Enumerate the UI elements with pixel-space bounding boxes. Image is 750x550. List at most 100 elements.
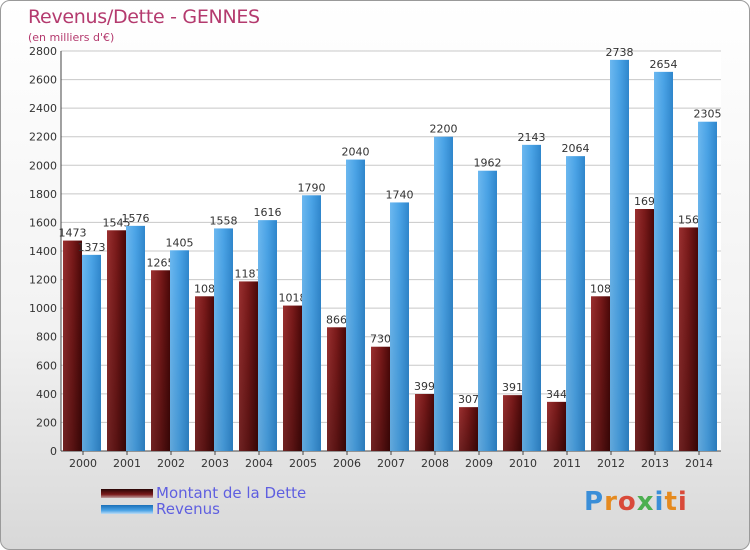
x-tick-label: 2008 [421,457,449,470]
x-tick-label: 2005 [289,457,317,470]
bar-shade [107,230,126,451]
logo-letter: P [584,487,605,517]
bar-shade [390,202,409,451]
data-label: 2143 [518,131,546,144]
chart-subtitle: (en milliers d'€) [28,31,115,44]
bar-shade [654,71,673,451]
data-label: 399 [414,380,435,393]
y-tick-label: 600 [36,359,57,372]
bar-shade [302,195,321,451]
bar-shade [371,346,390,451]
x-tick-label: 2013 [641,457,669,470]
data-label: 108 [194,282,215,295]
data-label: 1790 [298,181,326,194]
x-tick-label: 2003 [201,457,229,470]
data-label: 108 [590,282,611,295]
bar-shade [459,407,478,451]
bar-shade [151,270,170,451]
logo-letter: x [636,487,655,517]
y-tick-label: 1000 [29,302,57,315]
bar-shade [566,156,585,451]
chart-title: Revenus/Dette - GENNES [28,6,260,28]
x-tick-label: 2010 [509,457,537,470]
data-label: 344 [546,388,567,401]
data-label: 730 [370,333,391,346]
y-tick-label: 1800 [29,188,57,201]
y-tick-label: 400 [36,388,57,401]
y-tick-label: 2200 [29,131,57,144]
y-tick-label: 2000 [29,159,57,172]
data-label: 1962 [474,157,502,170]
bar-shade [478,170,497,451]
data-label: 2040 [342,146,370,159]
bar-shade [195,296,214,451]
y-tick-label: 2600 [29,74,57,87]
data-label: 1265 [147,256,175,269]
bar-shade [591,296,610,451]
bar-shade [434,136,453,451]
x-tick-label: 2009 [465,457,493,470]
legend-swatch-debt [101,489,153,498]
bar-shade [610,59,629,451]
logo-letter: t [664,487,678,517]
data-label: 2654 [650,58,678,71]
bar-shade [258,220,277,451]
logo-letter: o [617,487,637,517]
x-tick-label: 2001 [113,457,141,470]
y-tick-label: 200 [36,416,57,429]
bar-shade [327,327,346,451]
x-tick-label: 2011 [553,457,581,470]
bar-shade [170,250,189,451]
logo-letter: i [654,487,665,517]
data-label: 391 [502,381,523,394]
bar-shade [214,228,233,451]
logo-letter: i [677,487,688,517]
x-tick-label: 2004 [245,457,273,470]
bar-shade [239,281,258,451]
data-label: 169 [634,195,655,208]
data-label: 1558 [210,214,238,227]
data-label: 1373 [78,241,106,254]
x-tick-label: 2000 [69,457,97,470]
bar-shade [679,227,698,451]
x-tick-label: 2006 [333,457,361,470]
bar-shade [547,401,566,451]
data-label: 2064 [562,142,590,155]
data-label: 1616 [254,206,282,219]
data-label: 307 [458,393,479,406]
data-label: 1187 [235,267,263,280]
legend-label-revenue: Revenus [156,500,220,518]
data-label: 2200 [430,123,458,136]
bar-shade [522,144,541,451]
bar-shade [283,305,302,451]
bar-shade [635,209,654,451]
y-tick-label: 1200 [29,274,57,287]
proxiti-logo: Proxiti [584,487,688,517]
data-label: 1545 [103,216,131,229]
bar-shade [698,121,717,451]
legend-label-debt: Montant de la Dette [156,484,307,502]
data-label: 156 [678,213,699,226]
y-tick-label: 1600 [29,216,57,229]
x-tick-label: 2007 [377,457,405,470]
bar-shade [126,225,145,451]
legend-swatch-revenue [101,505,153,514]
y-tick-label: 2400 [29,102,57,115]
x-tick-label: 2012 [597,457,625,470]
data-label: 2738 [606,46,634,59]
data-label: 1576 [122,212,150,225]
y-tick-label: 800 [36,331,57,344]
bar-shade [503,395,522,451]
data-label: 1405 [166,236,194,249]
data-label: 1018 [279,292,307,305]
data-label: 2305 [694,108,722,121]
data-label: 866 [326,313,347,326]
y-tick-label: 1400 [29,245,57,258]
bar-shade [346,159,365,452]
data-label: 1473 [59,227,87,240]
y-tick-label: 0 [50,445,57,458]
bar-shade [415,394,434,451]
bar-shade [82,254,101,451]
